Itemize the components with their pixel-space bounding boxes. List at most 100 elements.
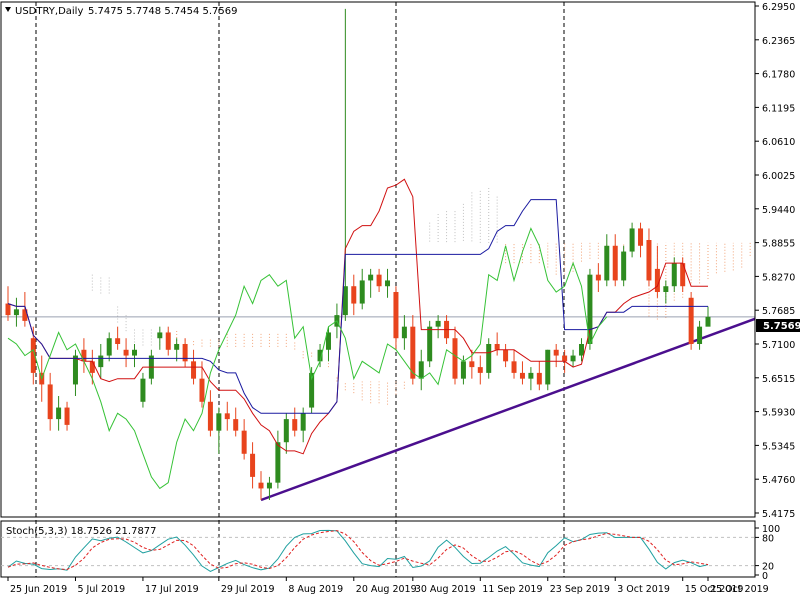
ichimoku-lines <box>7 178 708 490</box>
time-tick-label: 20 Aug 2019 <box>356 584 417 595</box>
stoch-header: Stoch(5,3,3) 18.7526 21.7877 <box>6 526 157 537</box>
candle-body <box>680 263 686 287</box>
price-tick-label: 5.6515 <box>762 374 795 385</box>
candle-body <box>621 251 627 281</box>
stoch-tick-label: 0 <box>762 571 768 582</box>
candle-body <box>587 274 593 344</box>
candle-body <box>629 228 635 252</box>
candle-body <box>300 413 306 431</box>
stoch-tick-label: 100 <box>762 524 780 535</box>
price-axis[interactable]: 6.2950 6.2365 6.1780 6.1195 6.0610 6.0025 5.94… <box>755 2 795 520</box>
time-tick-label: 25 Oct 2019 <box>710 584 769 595</box>
candle-body <box>207 401 213 431</box>
candle-body <box>191 361 197 379</box>
candle-body <box>30 338 36 373</box>
candle-body <box>13 309 19 316</box>
candle-body <box>469 361 475 368</box>
candle-body <box>401 326 407 339</box>
chart-ohlc-values: 5.7475 5.7748 5.7454 5.7569 <box>88 6 238 17</box>
candle-body <box>697 326 703 344</box>
candle-body <box>368 274 374 281</box>
stoch-main-line <box>7 529 709 572</box>
stochastic-oscillator <box>1 529 755 572</box>
time-axis[interactable]: 25 Jun 2019 5 Jul 2019 17 Jul 2019 29 Jul 2… <box>7 577 769 595</box>
time-tick-label: 30 Aug 2019 <box>415 584 476 595</box>
candle-body <box>654 268 660 292</box>
candle-body <box>132 349 138 356</box>
candlestick-series <box>5 8 711 500</box>
candle-body <box>266 482 272 489</box>
candle-body <box>81 349 87 362</box>
candle-body <box>638 228 644 246</box>
candle-body <box>157 332 163 339</box>
candle-body <box>182 344 188 362</box>
time-tick-label: 15 Oct 2019 <box>685 584 744 595</box>
candle-body <box>89 361 95 373</box>
candle-body <box>72 355 78 385</box>
price-tick-label: 5.8855 <box>762 239 795 250</box>
candle-body <box>477 367 483 373</box>
time-tick-label: 23 Sep 2019 <box>550 584 610 595</box>
candle-body <box>275 442 281 483</box>
candle-body <box>545 349 551 385</box>
candle-body <box>165 332 171 350</box>
candle-body <box>578 344 584 356</box>
candle-body <box>241 430 247 454</box>
candle-body <box>98 355 104 368</box>
candle-body <box>604 245 610 281</box>
candle-body <box>663 286 669 292</box>
chart-symbol-title: USDTRY,Daily <box>15 6 83 17</box>
price-tick-label: 5.7100 <box>762 340 795 351</box>
candle-body <box>376 274 382 287</box>
time-tick-label: 25 Jun 2019 <box>10 584 67 595</box>
candle-body <box>123 349 129 356</box>
candle-body <box>486 344 492 373</box>
candle-body <box>570 355 576 362</box>
candle-body <box>595 274 601 281</box>
current-price-label: 5.7569 <box>763 321 800 332</box>
price-tick-label: 5.5345 <box>762 441 795 452</box>
candle-body <box>5 303 11 316</box>
candle-body <box>671 263 677 287</box>
main-plot-frame <box>0 1 756 518</box>
candle-body <box>140 378 146 402</box>
price-tick-label: 5.8270 <box>762 272 795 283</box>
current-price-box <box>756 319 800 332</box>
time-tick-label: 29 Jul 2019 <box>221 584 275 595</box>
time-tick-label: 11 Sep 2019 <box>482 584 542 595</box>
stoch-plot-frame <box>0 520 756 578</box>
trendline-group[interactable] <box>1 316 756 502</box>
time-tick-label: 5 Jul 2019 <box>77 584 125 595</box>
candle-body <box>351 286 357 304</box>
candle-body <box>292 419 298 431</box>
kijun-line <box>7 199 708 414</box>
candle-body <box>115 338 121 344</box>
candle-body <box>309 372 315 408</box>
price-tick-label: 5.7685 <box>762 306 795 317</box>
candle-body <box>418 361 424 379</box>
candle-body <box>519 372 525 379</box>
price-tick-label: 6.2365 <box>762 36 795 47</box>
candle-body <box>435 320 441 327</box>
candle-body <box>325 332 331 350</box>
time-tick-label: 3 Oct 2019 <box>617 584 670 595</box>
candle-body <box>22 309 28 321</box>
price-tick-label: 5.4175 <box>762 509 795 520</box>
chikou-line <box>7 227 608 490</box>
candle-body <box>562 355 568 362</box>
candle-body <box>427 326 433 362</box>
candle-body <box>342 286 348 316</box>
candle-body <box>460 361 466 379</box>
collapse-triangle-icon[interactable] <box>5 7 11 12</box>
candle-body <box>250 453 256 477</box>
support-trendline <box>260 317 756 502</box>
candle-body <box>553 349 559 356</box>
candle-body <box>106 338 112 356</box>
time-tick-label: 8 Aug 2019 <box>288 584 343 595</box>
candle-body <box>410 326 416 379</box>
candle-body <box>393 292 399 339</box>
candle-body <box>612 245 618 281</box>
